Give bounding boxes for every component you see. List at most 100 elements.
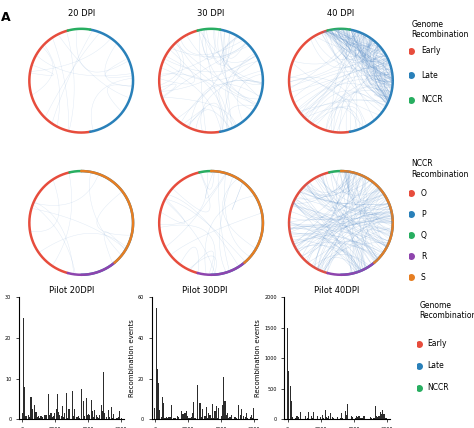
Bar: [307, 418, 308, 419]
Bar: [22, 413, 23, 419]
Bar: [356, 416, 357, 419]
Bar: [231, 415, 232, 419]
Bar: [28, 416, 29, 419]
Bar: [163, 403, 164, 419]
Text: Late: Late: [428, 361, 444, 370]
Bar: [51, 413, 52, 419]
Bar: [44, 415, 46, 419]
Bar: [213, 418, 214, 419]
Bar: [94, 410, 95, 419]
Bar: [201, 417, 202, 419]
Bar: [357, 417, 358, 419]
Bar: [174, 418, 175, 419]
Bar: [72, 391, 73, 419]
Bar: [162, 397, 163, 419]
Bar: [30, 398, 32, 419]
Bar: [52, 417, 53, 419]
Text: R: R: [421, 252, 426, 261]
Bar: [177, 416, 178, 419]
Bar: [295, 418, 296, 419]
Bar: [120, 418, 122, 419]
Bar: [376, 416, 377, 419]
Bar: [173, 418, 174, 419]
Bar: [364, 416, 365, 419]
Bar: [64, 413, 65, 419]
Bar: [337, 417, 338, 419]
Bar: [249, 417, 251, 419]
Bar: [297, 416, 298, 419]
Bar: [208, 413, 210, 419]
Bar: [32, 409, 33, 419]
Bar: [218, 407, 219, 419]
Text: NCCR
Recombination: NCCR Recombination: [411, 159, 469, 178]
Bar: [116, 418, 117, 419]
Bar: [98, 418, 99, 419]
Bar: [38, 416, 39, 419]
Text: A: A: [1, 11, 10, 24]
Bar: [192, 413, 193, 419]
Bar: [328, 416, 329, 419]
Bar: [333, 418, 335, 419]
Bar: [75, 417, 77, 419]
Bar: [112, 418, 113, 419]
Bar: [194, 418, 196, 419]
Title: 20 DPI: 20 DPI: [68, 9, 95, 18]
Bar: [386, 418, 387, 419]
Bar: [347, 404, 348, 419]
Bar: [241, 409, 242, 419]
Bar: [225, 401, 226, 419]
Bar: [159, 410, 161, 419]
Bar: [84, 416, 85, 419]
Bar: [182, 414, 183, 419]
Bar: [164, 418, 165, 419]
Bar: [300, 412, 301, 419]
Bar: [68, 409, 69, 419]
Bar: [97, 417, 98, 419]
Bar: [313, 412, 314, 419]
Bar: [252, 418, 253, 419]
Bar: [168, 417, 169, 419]
Bar: [305, 416, 306, 419]
Bar: [212, 404, 213, 419]
Y-axis label: Recombination events: Recombination events: [129, 319, 135, 397]
Bar: [158, 383, 159, 419]
Bar: [290, 386, 291, 419]
Bar: [171, 405, 172, 419]
Bar: [243, 416, 244, 419]
Bar: [53, 416, 54, 419]
Bar: [193, 402, 194, 419]
Bar: [109, 416, 110, 419]
Bar: [108, 410, 109, 419]
Bar: [235, 417, 236, 419]
Y-axis label: Recombination events: Recombination events: [255, 319, 262, 397]
Text: NCCR: NCCR: [421, 95, 442, 104]
Bar: [238, 405, 239, 419]
Text: NCCR: NCCR: [428, 383, 449, 392]
Bar: [62, 406, 63, 419]
Bar: [326, 416, 327, 419]
Bar: [77, 417, 78, 419]
Bar: [375, 406, 376, 419]
Text: O: O: [421, 189, 427, 198]
Bar: [58, 412, 59, 419]
Bar: [202, 409, 203, 419]
Bar: [26, 416, 27, 419]
Title: Pilot 40DPI: Pilot 40DPI: [314, 286, 360, 295]
Bar: [197, 385, 198, 419]
Bar: [118, 417, 119, 419]
Text: Genome
Recombination: Genome Recombination: [419, 301, 474, 321]
Bar: [99, 415, 100, 419]
Bar: [299, 417, 300, 419]
Bar: [311, 416, 312, 419]
Bar: [222, 404, 223, 419]
Bar: [309, 412, 310, 419]
Bar: [161, 417, 162, 419]
Bar: [325, 410, 326, 419]
Bar: [184, 413, 185, 419]
Bar: [216, 407, 217, 419]
Text: Genome
Recombination: Genome Recombination: [411, 20, 469, 39]
Bar: [217, 418, 218, 419]
Bar: [229, 417, 230, 419]
Bar: [59, 415, 60, 419]
Bar: [48, 394, 49, 419]
